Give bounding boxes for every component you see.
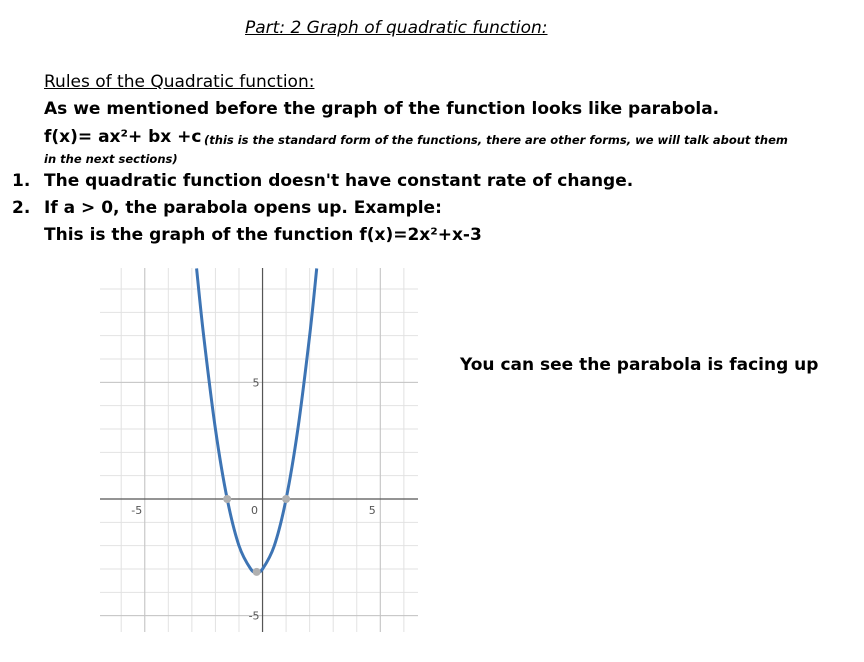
list-marker: 1. bbox=[12, 171, 31, 191]
title: Part: 2 Graph of quadratic function: bbox=[245, 18, 548, 38]
y-tick-label: 5 bbox=[253, 376, 260, 389]
x-tick-label: -5 bbox=[131, 504, 142, 517]
list-item: The quadratic function doesn't have cons… bbox=[44, 171, 634, 191]
chart: -5 0 5 -5 5 bbox=[100, 268, 418, 632]
curve bbox=[195, 268, 319, 574]
list-marker: 2. bbox=[12, 198, 31, 218]
side-note: You can see the parabola is facing up bbox=[460, 355, 819, 375]
caption: This is the graph of the function f(x)=2… bbox=[44, 225, 482, 245]
x-tick-label: 5 bbox=[369, 504, 376, 517]
intro: As we mentioned before the graph of the … bbox=[44, 99, 720, 119]
point bbox=[252, 567, 261, 576]
formula-note: (this is the standard form of the functi… bbox=[44, 133, 788, 166]
x-tick-label: 0 bbox=[251, 504, 258, 517]
point bbox=[282, 495, 291, 503]
y-tick-label: -5 bbox=[249, 610, 260, 623]
point bbox=[223, 495, 232, 503]
rules-heading: Rules of the Quadratic function: bbox=[44, 72, 315, 92]
formula: f(x)= ax²+ bx +c bbox=[44, 127, 202, 147]
list-item: If a > 0, the parabola opens up. Example… bbox=[44, 198, 442, 218]
